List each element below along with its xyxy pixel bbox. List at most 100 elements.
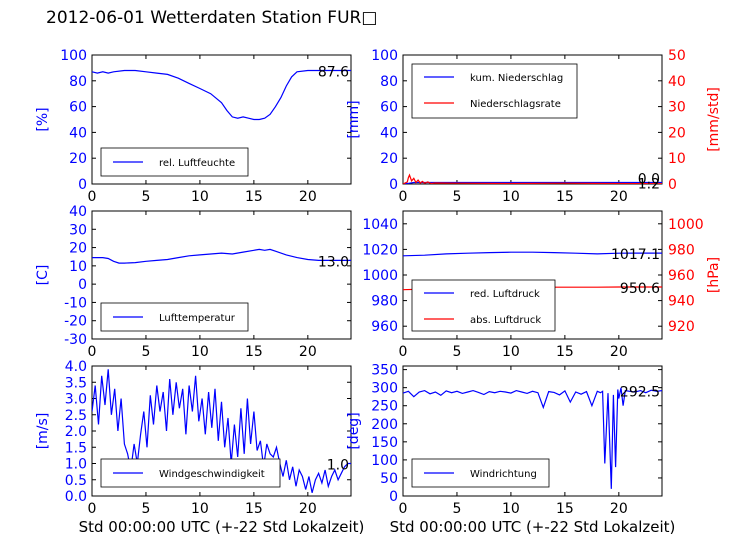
pressure-current-value-2: 950.6	[620, 281, 660, 297]
pressure-y2tick-label: 940	[668, 294, 695, 310]
humidity-xtick-label: 5	[141, 189, 150, 205]
wind_speed-xtick-label: 10	[191, 501, 209, 517]
precip-series-line-1	[403, 173, 662, 184]
humidity-ylabel: [%]	[35, 107, 51, 131]
pressure-y2tick-label: 920	[668, 319, 695, 335]
wind_direction-current-value: 292.5	[620, 385, 660, 401]
pressure-y2label: [hPa]	[706, 257, 722, 293]
precip-series-line-0	[403, 181, 662, 184]
temperature-xtick-label: 20	[299, 344, 317, 360]
pressure-y2tick-label: 960	[668, 268, 695, 284]
pressure-y2tick-label: 980	[668, 242, 695, 258]
precip-legend-label-0: kum. Niederschlag	[470, 73, 563, 84]
precip-ytick-label: 100	[371, 48, 398, 64]
pressure-series-line-0	[403, 251, 662, 257]
humidity-xtick-label: 15	[245, 189, 263, 205]
pressure-ytick-label: 1000	[362, 268, 398, 284]
precip-y2tick-label: 50	[668, 48, 686, 64]
wind_direction-ytick-label: 0	[389, 489, 398, 505]
humidity-ytick-label: 20	[69, 151, 87, 167]
wind_speed-ytick-label: 3.0	[65, 392, 87, 408]
xlabel-left: Std 00:00:00 UTC (+-22 Std Lokalzeit)	[79, 518, 365, 536]
precip-y2label: [mm/std]	[706, 87, 722, 152]
pressure-legend-label-1: abs. Luftdruck	[470, 315, 541, 326]
pressure-xtick-label: 10	[502, 344, 520, 360]
wind_direction-ytick-label: 200	[371, 417, 398, 433]
wind_speed-ylabel: [m/s]	[35, 413, 51, 450]
wind_direction-legend-label-0: Windrichtung	[470, 469, 537, 480]
precip-ytick-label: 20	[380, 151, 398, 167]
precip-xtick-label: 15	[556, 189, 574, 205]
humidity-xtick-label: 20	[299, 189, 317, 205]
wind_direction-ytick-label: 150	[371, 435, 398, 451]
wind_direction-series-line-0	[403, 387, 662, 489]
pressure-ytick-label: 1040	[362, 217, 398, 233]
wind_direction-xtick-label: 15	[556, 501, 574, 517]
humidity-ytick-label: 40	[69, 125, 87, 141]
humidity-xtick-label: 10	[191, 189, 209, 205]
humidity-series-line-0	[92, 69, 351, 121]
wind_direction-ylabel: [deg]	[346, 412, 362, 449]
temperature-ytick-label: 10	[69, 259, 87, 275]
humidity-xtick-label: 0	[88, 189, 97, 205]
precip-legend-label-1: Niederschlagsrate	[470, 99, 561, 110]
precip-y2tick-label: 20	[668, 125, 686, 141]
wind_speed-ytick-label: 1.5	[65, 440, 87, 456]
precip-xtick-label: 0	[399, 189, 408, 205]
wind_speed-ytick-label: 0.0	[65, 489, 87, 505]
pressure-current-value: 1017.1	[611, 247, 660, 263]
wind_speed-ytick-label: 4.0	[65, 359, 87, 375]
wind_speed-ytick-label: 2.5	[65, 408, 87, 424]
humidity-ytick-label: 0	[78, 177, 87, 193]
pressure-ytick-label: 980	[371, 294, 398, 310]
pressure-xtick-label: 5	[452, 344, 461, 360]
humidity-legend-label-0: rel. Luftfeuchte	[159, 158, 235, 169]
temperature-xtick-label: 5	[141, 344, 150, 360]
wind_speed-legend-label-0: Windgeschwindigkeit	[159, 469, 265, 480]
precip-current-value-2: 0.0	[638, 172, 660, 188]
xlabel-right: Std 00:00:00 UTC (+-22 Std Lokalzeit)	[390, 518, 676, 536]
temperature-ytick-label: 20	[69, 241, 87, 257]
temperature-ytick-label: -30	[64, 332, 87, 348]
wind_speed-ytick-label: 0.5	[65, 473, 87, 489]
precip-xtick-label: 5	[452, 189, 461, 205]
wind_direction-xtick-label: 20	[610, 501, 628, 517]
precip-y2tick-label: 40	[668, 74, 686, 90]
wind_speed-xtick-label: 5	[141, 501, 150, 517]
precip-ytick-label: 60	[380, 100, 398, 116]
precip-ytick-label: 0	[389, 177, 398, 193]
figure-title: 2012-06-01 Wetterdaten Station FUR□	[46, 8, 378, 28]
wind_direction-xtick-label: 5	[452, 501, 461, 517]
pressure-y2tick-label: 1000	[668, 217, 704, 233]
humidity-current-value: 87.6	[318, 64, 349, 80]
wind_direction-xtick-label: 10	[502, 501, 520, 517]
wind_speed-xtick-label: 0	[88, 501, 97, 517]
temperature-xtick-label: 10	[191, 344, 209, 360]
temperature-ytick-label: -10	[64, 295, 87, 311]
wind_speed-ytick-label: 3.5	[65, 375, 87, 391]
temperature-xtick-label: 0	[88, 344, 97, 360]
temperature-series-line-0	[92, 248, 351, 264]
wind_speed-current-value: 1.0	[327, 458, 349, 474]
pressure-legend-label-0: red. Luftdruck	[470, 289, 540, 300]
humidity-ytick-label: 80	[69, 74, 87, 90]
temperature-ytick-label: 0	[78, 277, 87, 293]
temperature-ytick-label: -20	[64, 314, 87, 330]
precip-legend-box	[411, 63, 578, 119]
pressure-xtick-label: 15	[556, 344, 574, 360]
wind_speed-xtick-label: 15	[245, 501, 263, 517]
precip-ytick-label: 40	[380, 125, 398, 141]
wind_direction-xtick-label: 0	[399, 501, 408, 517]
temperature-ytick-label: 40	[69, 204, 87, 220]
humidity-ytick-label: 100	[60, 48, 87, 64]
precip-y2tick-label: 30	[668, 100, 686, 116]
wind_direction-ytick-label: 300	[371, 381, 398, 397]
wind_speed-ytick-label: 1.0	[65, 457, 87, 473]
temperature-legend-label-0: Lufttemperatur	[159, 313, 236, 324]
wind_speed-series-line-0	[92, 369, 351, 493]
humidity-ytick-label: 60	[69, 100, 87, 116]
pressure-legend-box	[411, 279, 556, 332]
temperature-ytick-label: 30	[69, 222, 87, 238]
precip-ytick-label: 80	[380, 74, 398, 90]
